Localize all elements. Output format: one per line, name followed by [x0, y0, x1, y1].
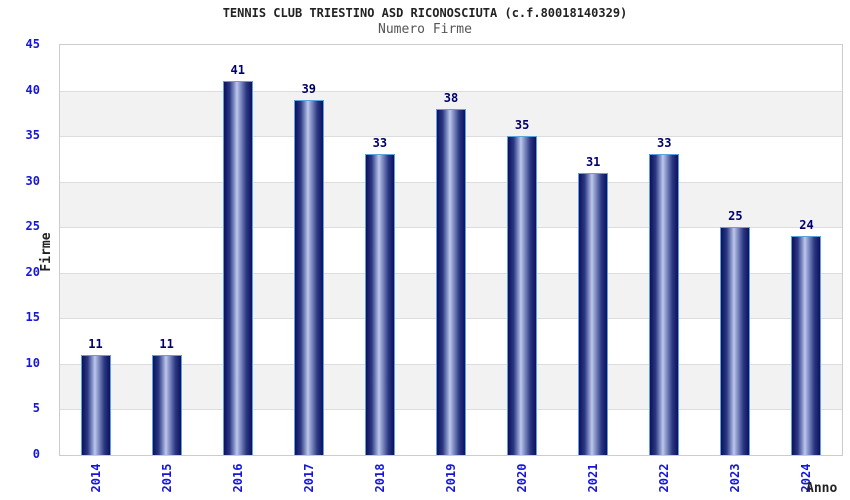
bar	[436, 109, 466, 455]
bar-value-label: 39	[301, 82, 317, 96]
x-tick-label: 2020	[515, 463, 530, 493]
bar-value-label: 35	[514, 118, 530, 132]
y-tick-label: 45	[25, 37, 40, 51]
bar-value-label: 33	[372, 136, 388, 150]
x-tick-label: 2019	[444, 463, 458, 493]
y-tick-label: 5	[32, 401, 40, 416]
x-tick-label: 2017	[301, 463, 316, 493]
y-tick-label: 20	[25, 264, 40, 279]
bar	[293, 100, 324, 455]
bar-value-label: 33	[657, 136, 672, 150]
bar-value-label: 11	[159, 337, 174, 351]
bar-value-label: 31	[585, 155, 601, 169]
bar	[80, 355, 111, 455]
plot-area: 11 11 41 39 33 38 35 31 33 25 24	[59, 44, 843, 456]
x-tick-label: 2022	[657, 463, 672, 493]
y-tick-label: 0	[32, 447, 40, 461]
y-tick-label: 10	[25, 355, 40, 370]
x-tick-label: 2021	[586, 463, 601, 493]
plot-band	[60, 45, 842, 91]
bar-value-label: 11	[88, 337, 103, 351]
x-axis: 2014 2015 2016 2017 2018 2019 2020 2021 2022 2023…	[60, 456, 842, 500]
y-tick-label: 35	[25, 128, 40, 143]
gridline	[60, 90, 842, 92]
bar	[649, 154, 680, 455]
bar	[222, 81, 253, 455]
bar-value-label: 41	[230, 63, 245, 77]
bar	[364, 154, 395, 455]
bar-value-label: 38	[443, 91, 459, 105]
bar	[507, 136, 538, 455]
x-tick-label: 2015	[159, 463, 174, 493]
chart-subtitle: Numero Firme	[378, 22, 472, 37]
bar	[720, 227, 751, 455]
x-axis-title: Anno	[806, 481, 838, 496]
y-tick-label: 25	[25, 219, 40, 234]
bar	[151, 355, 182, 455]
bar	[578, 173, 609, 455]
x-tick-label: 2016	[230, 463, 245, 493]
bar-value-label: 24	[799, 218, 814, 232]
x-tick-label: 2023	[728, 463, 743, 493]
x-tick-label: 2018	[372, 463, 387, 493]
y-tick-label: 15	[25, 310, 40, 325]
y-axis: 0 5 10 15 20 25 30 35 40 45	[0, 37, 50, 461]
x-tick-label: 2014	[88, 463, 103, 493]
bar	[791, 236, 822, 455]
y-tick-label: 30	[25, 173, 40, 188]
chart-title: TENNIS CLUB TRIESTINO ASD RICONOSCIUTA (…	[222, 6, 628, 20]
bar-value-label: 25	[728, 209, 743, 223]
y-tick-label: 40	[25, 82, 40, 97]
